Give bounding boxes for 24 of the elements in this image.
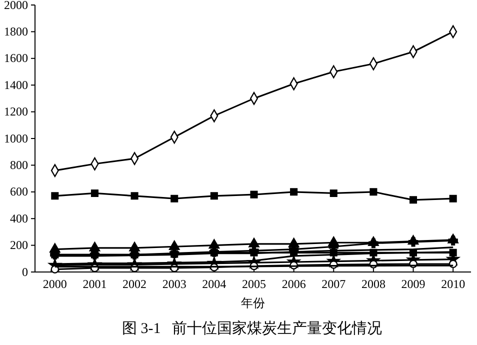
x-tick-label: 2003 <box>162 277 186 292</box>
x-tick-label: 2000 <box>42 277 67 292</box>
x-tick-label: 2009 <box>401 277 426 292</box>
x-tick-label: 2004 <box>202 277 226 292</box>
y-tick-label: 1600 <box>4 51 28 66</box>
text: 图 3-1 前十位国家煤炭生产量变化情况 <box>122 320 382 337</box>
x-tick-label: 2008 <box>361 277 386 292</box>
x-axis-title: 年份 <box>241 296 265 310</box>
y-tick-label: 1200 <box>4 104 28 119</box>
y-tick-label: 1800 <box>4 24 28 39</box>
y-tick-label: 600 <box>10 184 28 199</box>
y-tick-label: 1000 <box>4 131 28 146</box>
x-tick-label: 2005 <box>242 277 266 292</box>
y-tick-label: 1400 <box>4 78 28 92</box>
x-tick-label: 2007 <box>322 277 346 292</box>
y-tick-label: 800 <box>10 158 28 172</box>
x-tick-label: 2002 <box>122 277 147 292</box>
x-tick-label: 2010 <box>441 277 466 292</box>
y-tick-label: 400 <box>10 211 28 226</box>
y-tick-label: 200 <box>10 238 28 252</box>
y-tick-label: 0 <box>22 264 28 279</box>
x-tick-label: 2001 <box>82 277 107 292</box>
y-tick-label: 2000 <box>4 0 28 12</box>
x-tick-label: 2006 <box>282 277 306 292</box>
